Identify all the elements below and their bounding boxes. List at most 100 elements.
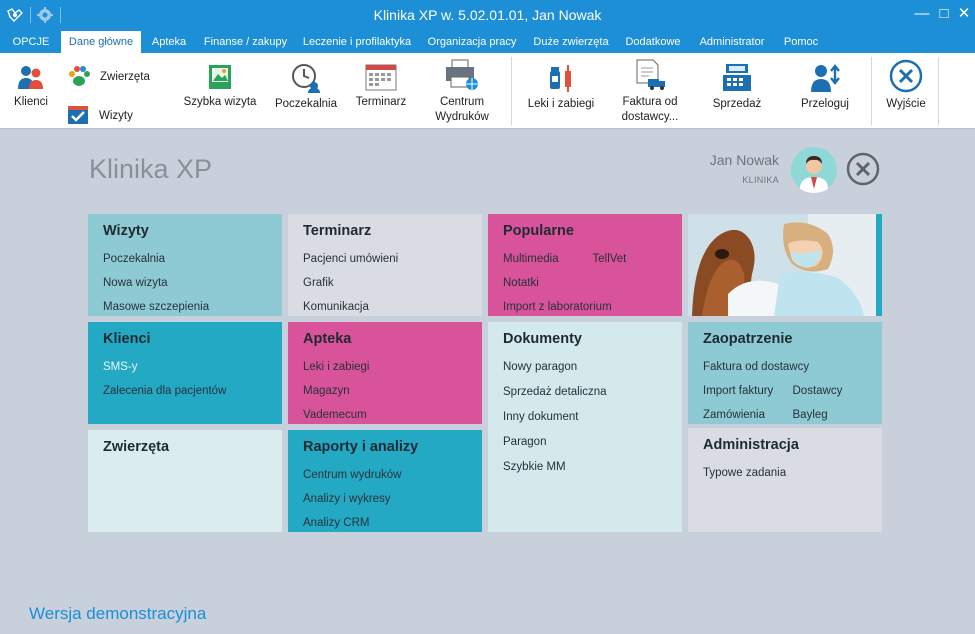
przeloguj-button[interactable]: Przeloguj xyxy=(792,63,858,112)
tile-zaopatrzenie: Zaopatrzenie Faktura od dostawcy Import … xyxy=(688,322,882,424)
leki-zabiegi-button[interactable]: Leki i zabiegi xyxy=(522,63,600,112)
terminarz-label: Terminarz xyxy=(355,96,407,108)
quick-visit-icon xyxy=(209,65,231,89)
menu-bar: OPCJE Dane główne Apteka Finanse / zakup… xyxy=(0,31,975,54)
tile-popularne: Popularne Multimedia TellVet Notatki Imp… xyxy=(488,214,682,316)
link-sms[interactable]: SMS-y xyxy=(103,361,138,373)
app-logo-icon[interactable] xyxy=(6,6,24,24)
page-title: Klinika XP xyxy=(89,154,213,184)
close-circle-icon xyxy=(846,152,880,186)
waiting-room-clock-icon xyxy=(292,64,320,93)
tile-apteka: Apteka Leki i zabiegi Magazyn Vademecum xyxy=(288,322,482,424)
ribbon-toolbar: Klienci Zwierzęta Wizyty Szybka wizyta P… xyxy=(0,53,975,129)
tab-administrator[interactable]: Administrator xyxy=(699,36,765,48)
link-centrum-wydrukow[interactable]: Centrum wydruków xyxy=(303,469,402,481)
tile-klienci: Klienci SMS-y Zalecenia dla pacjentów xyxy=(88,322,282,424)
tile-wizyty-title: Wizyty xyxy=(103,223,149,239)
szybka-wizyta-button[interactable]: Szybka wizyta xyxy=(180,63,260,110)
paw-icon xyxy=(69,66,90,86)
tab-finanse-zakupy[interactable]: Finanse / zakupy xyxy=(203,36,288,48)
minimize-button[interactable]: — xyxy=(914,5,930,22)
wyjscie-label: Wyjście xyxy=(886,98,926,110)
doctor-avatar-icon xyxy=(791,147,837,193)
link-grafik[interactable]: Grafik xyxy=(303,277,334,289)
link-magazyn[interactable]: Magazyn xyxy=(303,385,350,397)
link-paragon[interactable]: Paragon xyxy=(503,436,547,448)
link-import-faktury[interactable]: Import faktury xyxy=(703,385,774,397)
ribbon-separator xyxy=(511,57,512,125)
ribbon-separator xyxy=(871,57,872,125)
tab-duze-zwierzeta[interactable]: Duże zwierzęta xyxy=(533,36,609,48)
link-dostawcy[interactable]: Dostawcy xyxy=(792,385,843,397)
tile-administracja: Administracja Typowe zadania xyxy=(688,428,882,532)
link-inny-dokument[interactable]: Inny dokument xyxy=(503,411,579,423)
wyjscie-button[interactable]: Wyjście xyxy=(878,59,934,112)
poczekalnia-label: Poczekalnia xyxy=(274,98,337,110)
qa-divider xyxy=(30,7,31,23)
link-typowe-zadania[interactable]: Typowe zadania xyxy=(703,467,787,479)
przeloguj-label: Przeloguj xyxy=(801,98,849,110)
centrum-wydrukow-button[interactable]: Centrum Wydruków xyxy=(425,59,499,125)
faktura-label-line1: Faktura od xyxy=(622,96,678,108)
poczekalnia-button[interactable]: Poczekalnia xyxy=(272,63,340,112)
tile-raporty-i-analizy: Raporty i analizy Centrum wydruków Anali… xyxy=(288,430,482,532)
tab-organizacja-pracy[interactable]: Organizacja pracy xyxy=(427,36,517,48)
demo-version-label: Wersja demonstracyjna xyxy=(29,604,207,623)
link-tellvet[interactable]: TellVet xyxy=(592,253,627,265)
link-szybkie-mm[interactable]: Szybkie MM xyxy=(503,461,566,473)
tab-pomoc[interactable]: Pomoc xyxy=(783,36,819,48)
vet-with-dog-image xyxy=(688,214,882,316)
link-zamowienia[interactable]: Zamówienia xyxy=(703,409,765,421)
tab-leczenie-profilaktyka[interactable]: Leczenie i profilaktyka xyxy=(302,36,412,48)
link-masowe-szczepienia[interactable]: Masowe szczepienia xyxy=(103,301,210,313)
link-poczekalnia[interactable]: Poczekalnia xyxy=(103,253,166,265)
settings-gear-icon[interactable] xyxy=(36,6,54,24)
tab-dane-glowne[interactable]: Dane główne xyxy=(61,31,141,54)
tile-popularne-title: Popularne xyxy=(503,223,574,239)
link-komunikacja[interactable]: Komunikacja xyxy=(303,301,369,313)
leki-label: Leki i zabiegi xyxy=(527,98,595,110)
tile-zaopatrzenie-title: Zaopatrzenie xyxy=(703,331,793,347)
avatar[interactable] xyxy=(791,147,837,193)
link-zalecenia-dla-pacjentow[interactable]: Zalecenia dla pacjentów xyxy=(103,385,227,397)
sprzedaz-button[interactable]: Sprzedaż xyxy=(704,63,770,112)
user-role: KLINIKA xyxy=(742,175,779,185)
tile-zwierzeta[interactable]: Zwierzęta xyxy=(88,430,282,532)
maximize-button[interactable]: □ xyxy=(939,5,949,22)
link-notatki[interactable]: Notatki xyxy=(503,277,539,289)
tile-dokumenty: Dokumenty Nowy paragon Sprzedaż detalicz… xyxy=(488,322,682,532)
title-bar: Klinika XP w. 5.02.01.01, Jan Nowak — □ … xyxy=(0,0,975,31)
tile-raporty-title: Raporty i analizy xyxy=(303,439,419,455)
tile-terminarz-title: Terminarz xyxy=(303,223,372,239)
close-button[interactable]: ✕ xyxy=(957,5,971,22)
link-analizy-i-wykresy[interactable]: Analizy i wykresy xyxy=(303,493,391,505)
link-vademecum[interactable]: Vademecum xyxy=(303,409,367,421)
link-leki-i-zabiegi[interactable]: Leki i zabiegi xyxy=(303,361,370,373)
medicine-syringe-icon xyxy=(550,65,571,92)
link-analizy-crm[interactable]: Analizy CRM xyxy=(303,517,370,529)
tab-dodatkowe[interactable]: Dodatkowe xyxy=(625,36,681,48)
link-sprzedaz-detaliczna[interactable]: Sprzedaż detaliczna xyxy=(503,386,607,398)
scheduler-calendar-icon xyxy=(365,64,397,91)
link-nowa-wizyta[interactable]: Nowa wizyta xyxy=(103,277,168,289)
link-bayleg[interactable]: Bayleg xyxy=(792,409,828,421)
link-faktura-od-dostawcy[interactable]: Faktura od dostawcy xyxy=(703,361,810,373)
link-nowy-paragon[interactable]: Nowy paragon xyxy=(503,361,578,373)
qa-divider xyxy=(60,7,61,23)
tile-wizyty: Wizyty Poczekalnia Nowa wizyta Masowe sz… xyxy=(88,214,282,316)
logout-button[interactable] xyxy=(846,152,880,186)
terminarz-button[interactable]: Terminarz xyxy=(350,63,412,110)
exit-close-icon xyxy=(889,59,923,93)
faktura-od-dostawcy-button[interactable]: Faktura od dostawcy... xyxy=(612,59,688,125)
tile-zwierzeta-title: Zwierzęta xyxy=(103,439,170,455)
link-pacjenci-umowieni[interactable]: Pacjenci umówieni xyxy=(303,253,399,265)
window-title: Klinika XP w. 5.02.01.01, Jan Nowak xyxy=(373,7,602,23)
tab-apteka[interactable]: Apteka xyxy=(151,36,187,48)
link-multimedia[interactable]: Multimedia xyxy=(503,253,559,265)
klienci-label: Klienci xyxy=(14,96,48,108)
link-import-z-laboratorium[interactable]: Import z laboratorium xyxy=(503,301,612,313)
invoice-truck-icon xyxy=(636,59,665,90)
klienci-button[interactable]: Klienci xyxy=(8,63,54,110)
tab-opcje[interactable]: OPCJE xyxy=(12,36,50,48)
tile-terminarz: Terminarz Pacjenci umówieni Grafik Komun… xyxy=(288,214,482,316)
